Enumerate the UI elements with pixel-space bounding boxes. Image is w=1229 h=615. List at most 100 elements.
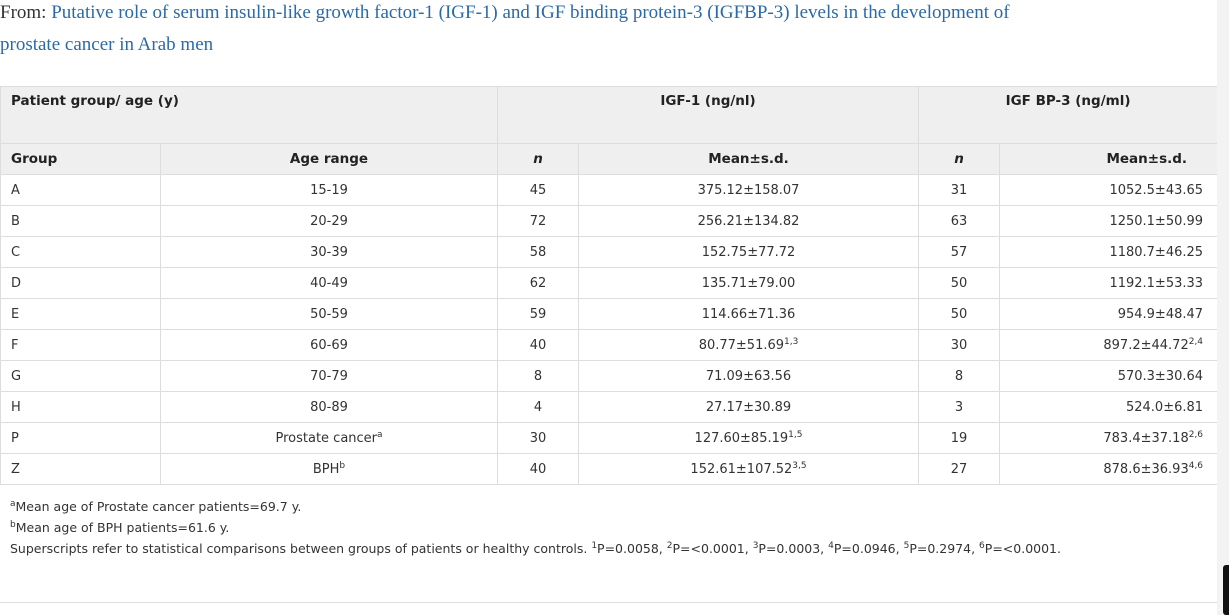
table-row: D 40-49 62 135.71±79.00 50 1192.1±53.33 [0, 267, 1219, 299]
table-row: B 20-29 72 256.21±134.82 63 1250.1±50.99 [0, 205, 1219, 237]
cell-age-range-value: 50-59 [310, 306, 348, 322]
cell-age-range-value: 60-69 [310, 337, 348, 353]
cell-mean-igf: 152.75±77.72 [578, 236, 920, 268]
cell-n-bp-value: 50 [950, 306, 968, 322]
cell-group-value: A [11, 182, 20, 198]
header-n-bp: n [918, 143, 1001, 175]
table-row: A 15-19 45 375.12±158.07 31 1052.5±43.65 [0, 174, 1219, 206]
cell-n-bp-value: 50 [950, 275, 968, 291]
p-value-text: P=0.0003, [758, 541, 825, 556]
cell-n-igf-value: 62 [529, 275, 547, 291]
cell-group: P [0, 422, 161, 454]
scrollbar-track[interactable] [1217, 0, 1229, 615]
p-value-mark: 1 [591, 541, 598, 551]
footnote-b: bMean age of BPH patients=61.6 y. [10, 517, 1061, 538]
p-value-mark: 6 [979, 541, 985, 551]
cell-age-range: 20-29 [159, 205, 499, 237]
cell-mean-igf-value: 152.61±107.52 [690, 461, 793, 477]
cell-mean-bp-value: 1250.1±50.99 [1109, 213, 1204, 229]
article-title-link[interactable]: Putative role of serum insulin-like grow… [0, 2, 1010, 55]
p-value-list: 1P=0.0058, 2P=<0.0001, 3P=0.0003, 4P=0.0… [591, 541, 1061, 556]
cell-n-bp: 27 [918, 453, 1001, 485]
cell-mean-bp: 783.4±37.182,6 [999, 422, 1219, 454]
cell-group: H [0, 391, 161, 423]
results-table: Patient group/ age (y) IGF-1 (ng/nl) IGF… [0, 86, 1219, 485]
cell-n-igf: 62 [497, 267, 580, 299]
cell-mean-igf: 256.21±134.82 [578, 205, 920, 237]
cell-mean-igf-value: 71.09±63.56 [705, 368, 792, 384]
data-table-container: Patient group/ age (y) IGF-1 (ng/nl) IGF… [0, 86, 1219, 485]
cell-age-range: 70-79 [159, 360, 499, 392]
header-mean-bp: Mean±s.d. [999, 143, 1219, 175]
cell-age-range: 40-49 [159, 267, 499, 299]
cell-mean-igf-value: 80.77±51.69 [698, 337, 785, 353]
cell-mean-bp: 1250.1±50.99 [999, 205, 1219, 237]
cell-age-range-value: 20-29 [310, 213, 348, 229]
from-label: From: [0, 2, 47, 23]
cell-mean-igf-value: 256.21±134.82 [697, 213, 800, 229]
cell-group-value: H [11, 399, 21, 415]
cell-mean-bp: 1052.5±43.65 [999, 174, 1219, 206]
cell-n-igf-value: 45 [529, 182, 547, 198]
cell-mean-bp-value: 954.9±48.47 [1117, 306, 1204, 322]
scrollbar-thumb[interactable] [1223, 565, 1229, 615]
cell-mean-igf-superscript: 1,3 [784, 336, 799, 347]
cell-n-bp: 57 [918, 236, 1001, 268]
cell-n-bp: 19 [918, 422, 1001, 454]
cell-group: C [0, 236, 161, 268]
cell-mean-bp: 897.2±44.722,4 [999, 329, 1219, 361]
footnote-a-mark: a [10, 499, 16, 509]
cell-group: E [0, 298, 161, 330]
bottom-divider [0, 602, 1217, 603]
table-header-row-1: Patient group/ age (y) IGF-1 (ng/nl) IGF… [0, 86, 1219, 144]
table-row: G 70-79 8 71.09±63.56 8 570.3±30.64 [0, 360, 1219, 392]
cell-age-range: 80-89 [159, 391, 499, 423]
table-row: H 80-89 4 27.17±30.89 3 524.0±6.81 [0, 391, 1219, 423]
footnote-c: Superscripts refer to statistical compar… [10, 538, 1061, 559]
cell-n-igf: 40 [497, 453, 580, 485]
cell-n-bp: 30 [918, 329, 1001, 361]
cell-mean-igf: 27.17±30.89 [578, 391, 920, 423]
cell-group: Z [0, 453, 161, 485]
cell-mean-igf-value: 27.17±30.89 [705, 399, 792, 415]
cell-mean-bp: 1192.1±53.33 [999, 267, 1219, 299]
cell-mean-igf-value: 375.12±158.07 [697, 182, 800, 198]
cell-n-igf: 8 [497, 360, 580, 392]
cell-n-igf: 59 [497, 298, 580, 330]
cell-n-igf: 30 [497, 422, 580, 454]
cell-n-igf-value: 40 [529, 461, 547, 477]
p-value-mark: 5 [903, 541, 910, 551]
p-value-text: P=<0.0001, [672, 541, 749, 556]
cell-age-range: 30-39 [159, 236, 499, 268]
cell-group: B [0, 205, 161, 237]
cell-mean-bp-value: 570.3±30.64 [1117, 368, 1204, 384]
cell-mean-bp-value: 524.0±6.81 [1125, 399, 1204, 415]
cell-n-igf: 58 [497, 236, 580, 268]
cell-age-range-value: 15-19 [310, 182, 348, 198]
cell-age-range-value: 30-39 [310, 244, 348, 260]
cell-n-igf-value: 58 [529, 244, 547, 260]
p-value-text: P=0.2974, [909, 541, 976, 556]
header-age-range: Age range [159, 143, 499, 175]
cell-mean-bp-value: 783.4±37.18 [1103, 430, 1189, 446]
cell-n-igf: 45 [497, 174, 580, 206]
cell-age-range-value: Prostate cancer [275, 430, 378, 446]
cell-group-value: Z [11, 461, 20, 477]
table-row: P Prostate cancera 30 127.60±85.191,5 19 783.… [0, 422, 1219, 454]
p-value-text: P=<0.0001. [984, 541, 1061, 556]
header-igfbp3: IGF BP-3 (ng/ml) [918, 86, 1219, 144]
cell-group: A [0, 174, 161, 206]
cell-n-bp: 50 [918, 267, 1001, 299]
cell-n-igf-value: 30 [529, 430, 547, 446]
cell-mean-igf: 152.61±107.523,5 [578, 453, 920, 485]
cell-age-range-superscript: a [377, 429, 383, 440]
p-value-text: P=0.0946, [833, 541, 900, 556]
cell-age-range: BPHb [159, 453, 499, 485]
cell-group-value: P [11, 430, 19, 446]
cell-age-range-value: 70-79 [310, 368, 348, 384]
cell-age-range-value: 80-89 [310, 399, 348, 415]
cell-n-bp: 3 [918, 391, 1001, 423]
cell-age-range: Prostate cancera [159, 422, 499, 454]
cell-mean-bp-value: 878.6±36.93 [1103, 461, 1189, 477]
cell-mean-bp: 570.3±30.64 [999, 360, 1219, 392]
